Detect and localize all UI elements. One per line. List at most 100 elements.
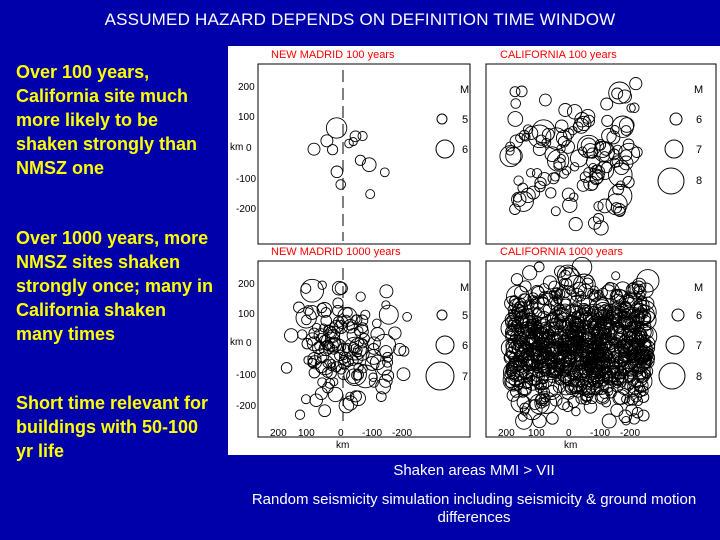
event-circle [589, 305, 600, 315]
event-circle [347, 342, 360, 354]
event-circle [553, 375, 564, 385]
event-circle [378, 304, 399, 325]
event-circle [529, 393, 550, 415]
event-circle [507, 304, 518, 315]
event-circle [345, 321, 355, 331]
legend-circle [664, 139, 684, 159]
event-circle [512, 190, 534, 212]
caption-simulation: Random seismicity simulation including s… [251, 491, 697, 526]
event-circle [541, 137, 552, 148]
event-circle [593, 201, 604, 212]
y-tick-label: -100 [236, 370, 256, 381]
event-circle [508, 373, 522, 387]
event-circle [382, 356, 394, 368]
event-circle [625, 282, 640, 297]
event-circle [529, 298, 539, 309]
event-circle [509, 134, 523, 148]
event-circle [388, 326, 402, 340]
legend-label: 6 [696, 310, 702, 322]
event-circle [618, 142, 641, 165]
event-circle [337, 343, 350, 356]
event-circle [304, 305, 320, 320]
event-circle [611, 372, 624, 385]
event-circle [318, 404, 332, 418]
event-circle [616, 377, 627, 388]
event-circle [568, 317, 585, 334]
event-circle [342, 307, 353, 318]
event-circle [547, 360, 563, 376]
y-axis-label: km [230, 142, 243, 153]
event-circle [608, 162, 633, 188]
event-circle [565, 315, 582, 331]
event-circle [357, 131, 368, 142]
event-circle [510, 273, 524, 286]
event-circle [574, 345, 585, 356]
legend-label: 6 [696, 114, 702, 126]
event-circle [317, 352, 328, 363]
event-circle [393, 342, 407, 357]
event-circle [320, 134, 334, 148]
legend-title: M [460, 84, 469, 96]
event-circle [334, 320, 348, 334]
event-circle [300, 283, 312, 294]
event-circle [332, 297, 344, 309]
event-circle [346, 368, 362, 385]
event-circle [509, 295, 520, 305]
event-circle [540, 392, 550, 403]
event-circle [301, 338, 313, 350]
event-circle [535, 332, 547, 345]
x-tick-label: 0 [338, 428, 344, 439]
x-tick-label: -100 [362, 428, 382, 439]
event-circle [365, 189, 376, 200]
event-circle [535, 371, 549, 385]
event-circle [572, 121, 584, 133]
event-circle [617, 338, 633, 355]
event-circle [515, 132, 526, 144]
event-circle [544, 146, 561, 163]
event-circle [612, 144, 623, 155]
legend-circle [671, 308, 685, 322]
y-tick-label: -200 [236, 401, 256, 412]
event-circle [593, 347, 605, 359]
event-circle [608, 365, 618, 375]
event-circle [570, 162, 580, 172]
event-circle [505, 146, 515, 156]
event-circle [322, 381, 334, 394]
event-circle [294, 409, 306, 420]
event-circle [554, 358, 564, 368]
event-circle [327, 337, 343, 353]
event-circle [364, 356, 380, 371]
legend-label: 6 [462, 340, 468, 352]
event-circle [558, 103, 573, 117]
y-tick-label: 200 [238, 279, 255, 290]
event-circle [326, 328, 341, 343]
event-circle [499, 145, 522, 168]
legend-circle [435, 335, 455, 355]
event-circle [526, 325, 548, 347]
event-circle [545, 317, 564, 336]
event-circle [567, 104, 583, 120]
event-circle [619, 117, 635, 133]
event-circle [611, 288, 627, 305]
event-circle [553, 161, 563, 171]
event-circle [372, 318, 382, 329]
event-circle [327, 362, 337, 372]
x-tick-label: 0 [566, 428, 572, 439]
event-circle [634, 328, 648, 341]
event-circle [568, 378, 583, 393]
event-circle [620, 125, 632, 136]
event-circle [636, 324, 652, 340]
event-circle [562, 197, 578, 213]
event-circle [586, 375, 601, 390]
event-circle [594, 320, 605, 332]
event-circle [607, 367, 622, 383]
event-circle [575, 380, 587, 392]
event-circle [631, 146, 643, 158]
event-circle [570, 288, 585, 302]
event-circle [629, 343, 641, 355]
event-circle [540, 364, 552, 376]
event-circle [629, 102, 640, 114]
event-circle [614, 303, 629, 319]
event-circle [368, 372, 378, 382]
event-circle [381, 300, 391, 310]
